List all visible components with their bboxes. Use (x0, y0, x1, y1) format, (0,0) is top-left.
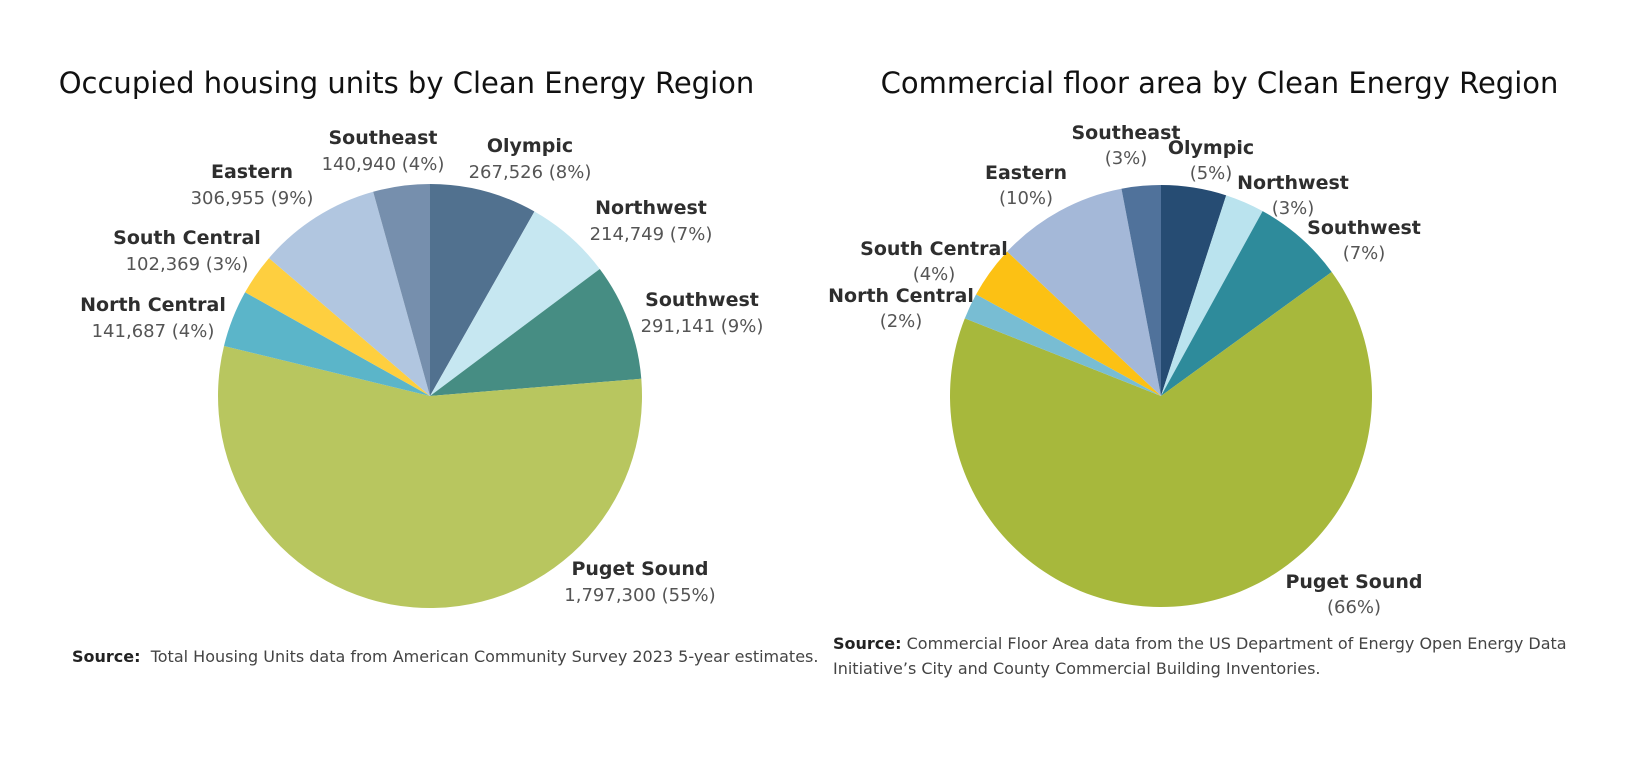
pie-slice-northwest (1161, 195, 1263, 396)
slice-label-southwest: Southwest (1307, 217, 1421, 239)
slice-label-southwest: Southwest (645, 289, 759, 311)
slice-label-northwest: Northwest (595, 197, 707, 219)
housing-chart-title: Occupied housing units by Clean Energy R… (58, 66, 755, 100)
source-label: Source: (833, 634, 902, 653)
slice-value-southeast: (3%) (1105, 148, 1148, 169)
pie-slice-olympic (430, 184, 535, 396)
slice-label-north-central: North Central (80, 294, 226, 316)
pie-slice-eastern (1007, 188, 1161, 396)
commercial-pie-chart: Olympic(5%) Northwest(3%)Southwest(7%)Pug… (828, 122, 1422, 618)
slice-label-southeast: Southeast (1072, 122, 1181, 144)
pie-slice-south-central (976, 251, 1161, 396)
slice-value-south-central: 102,369 (3%) (126, 254, 249, 275)
housing-source-note: Source: Total Housing Units data from Am… (72, 644, 818, 669)
pie-slice-puget-sound (950, 271, 1373, 608)
slice-label-eastern: Eastern (985, 162, 1067, 184)
slice-value-south-central: (4%) (913, 264, 956, 285)
commercial-source-note: Source: Commercial Floor Area data from … (833, 631, 1613, 681)
slice-label-eastern: Eastern (211, 161, 293, 183)
pie-slice-south-central (245, 258, 430, 396)
slice-label-south-central: South Central (860, 238, 1008, 260)
slice-value-southwest: (7%) (1343, 243, 1386, 264)
source-text: Commercial Floor Area data from the US D… (833, 634, 1567, 678)
slice-label-olympic: Olympic (1168, 137, 1254, 159)
slice-value-eastern: (10%) (999, 188, 1053, 209)
slice-value-puget-sound: (66%) (1327, 597, 1381, 618)
slice-value-northwest: 214,749 (7%) (590, 224, 713, 245)
slice-label-puget-sound: Puget Sound (571, 558, 708, 580)
slice-label-north-central: North Central (828, 285, 974, 307)
commercial-chart-title: Commercial floor area by Clean Energy Re… (880, 66, 1559, 100)
slice-value-north-central: 141,687 (4%) (92, 321, 215, 342)
slice-value-olympic: (5%) (1190, 163, 1233, 184)
pie-slice-southeast (373, 184, 430, 396)
slice-label-southeast: Southeast (329, 127, 438, 149)
slice-label-puget-sound: Puget Sound (1285, 571, 1422, 593)
slice-value-northwest: (3%) (1272, 198, 1315, 219)
slice-value-southwest: 291,141 (9%) (641, 316, 764, 337)
source-label: Source: (72, 647, 141, 666)
pie-slice-north-central (964, 294, 1161, 396)
commercial-chart-panel: Commercial floor area by Clean Energy Re… (813, 0, 1626, 772)
slice-value-eastern: 306,955 (9%) (191, 188, 314, 209)
housing-chart-panel: Occupied housing units by Clean Energy R… (58, 66, 819, 669)
pie-slice-olympic (1161, 185, 1227, 396)
slice-label-south-central: South Central (113, 227, 261, 249)
pie-slice-southwest (1161, 211, 1332, 396)
source-text: Total Housing Units data from American C… (150, 647, 819, 666)
pie-slice-southwest (430, 269, 642, 396)
slice-value-olympic: 267,526 (8%) (469, 162, 592, 183)
slice-value-puget-sound: 1,797,300 (55%) (564, 585, 715, 606)
housing-pie-chart: Olympic 267,526 (8%)Northwest 214,749 (7%)… (80, 127, 764, 609)
pie-slice-north-central (223, 292, 430, 396)
slice-label-northwest: Northwest (1237, 172, 1349, 194)
slice-value-southeast: 140,940 (4%) (322, 154, 445, 175)
slice-value-north-central: (2%) (880, 311, 923, 332)
pie-slice-eastern (268, 191, 430, 396)
pie-slice-northwest (430, 211, 600, 396)
pie-slice-southeast (1121, 185, 1161, 396)
pie-slice-puget-sound (218, 345, 643, 609)
slice-label-olympic: Olympic (487, 135, 573, 157)
